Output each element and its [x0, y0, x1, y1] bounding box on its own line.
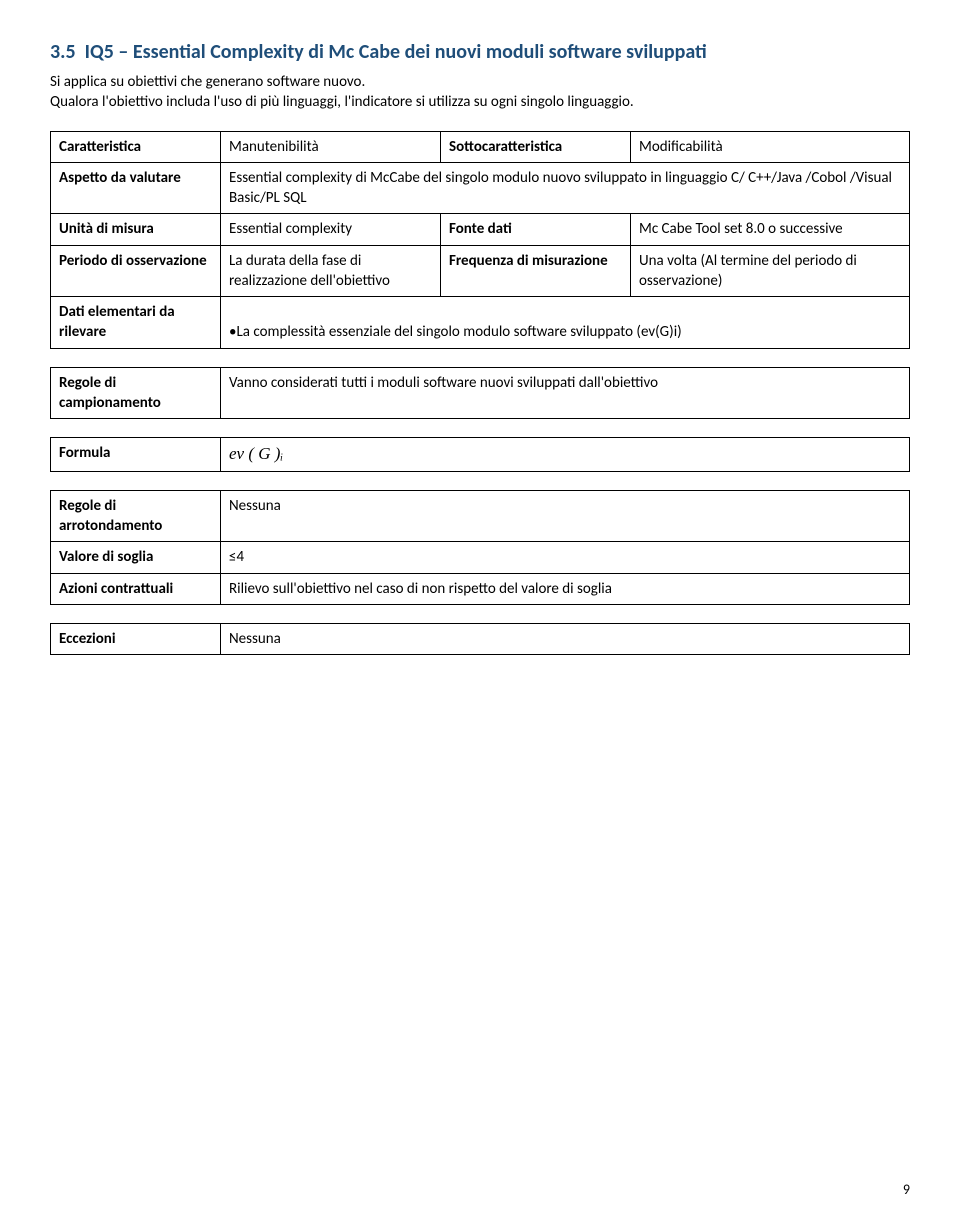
- section-title: IQ5 – Essential Complexity di Mc Cabe de…: [85, 40, 707, 64]
- table-row: Periodo di osservazione La durata della …: [51, 245, 910, 297]
- table-row: Valore di soglia ≤4: [51, 542, 910, 573]
- cell-fonte-val: Mc Cabe Tool set 8.0 o successive: [631, 214, 910, 245]
- table-row: Regole di campionamento Vanno considerat…: [51, 367, 910, 419]
- cell-dati-val: •La complessità essenziale del singolo m…: [221, 297, 910, 349]
- table-row: Regole di arrotondamento Nessuna: [51, 490, 910, 542]
- page-number: 9: [903, 1181, 910, 1198]
- cell-arrotondamento-val: Nessuna: [221, 490, 910, 542]
- table-eccezioni: Eccezioni Nessuna: [50, 623, 910, 655]
- table-formula: Formula ev ( G )ᵢ: [50, 437, 910, 472]
- section-number: 3.5: [50, 40, 76, 64]
- cell-aspetto-label: Aspetto da valutare: [51, 162, 221, 214]
- cell-sottocaratteristica-val: Modificabilità: [631, 131, 910, 162]
- intro-text: Si applica su obiettivi che generano sof…: [50, 72, 910, 113]
- cell-eccezioni-label: Eccezioni: [51, 623, 221, 654]
- cell-unita-label: Unità di misura: [51, 214, 221, 245]
- cell-azioni-label: Azioni contrattuali: [51, 573, 221, 604]
- table-main: Caratteristica Manutenibilità Sottocarat…: [50, 131, 910, 349]
- cell-regole-camp-label: Regole di campionamento: [51, 367, 221, 419]
- cell-valore-soglia-label: Valore di soglia: [51, 542, 221, 573]
- cell-valore-soglia-val: ≤4: [221, 542, 910, 573]
- cell-dati-val-text: •La complessità essenziale del singolo m…: [229, 323, 682, 341]
- cell-periodo-val: La durata della fase di realizzazione de…: [221, 245, 441, 297]
- cell-periodo-label: Periodo di osservazione: [51, 245, 221, 297]
- cell-regole-camp-val: Vanno considerati tutti i moduli softwar…: [221, 367, 910, 419]
- section-heading: 3.5 IQ5 – Essential Complexity di Mc Cab…: [50, 40, 910, 64]
- table-row: Aspetto da valutare Essential complexity…: [51, 162, 910, 214]
- cell-frequenza-label: Frequenza di misurazione: [441, 245, 631, 297]
- cell-unita-val: Essential complexity: [221, 214, 441, 245]
- cell-caratteristica-label: Caratteristica: [51, 131, 221, 162]
- table-row: Dati elementari da rilevare •La compless…: [51, 297, 910, 349]
- table-row: Azioni contrattuali Rilievo sull'obietti…: [51, 573, 910, 604]
- table-row: Eccezioni Nessuna: [51, 623, 910, 654]
- intro-line-2: Qualora l'obiettivo includa l'uso di più…: [50, 92, 910, 112]
- cell-formula-val: ev ( G )ᵢ: [221, 438, 910, 472]
- table-soglia: Regole di arrotondamento Nessuna Valore …: [50, 490, 910, 605]
- cell-sottocaratteristica-label: Sottocaratteristica: [441, 131, 631, 162]
- table-row: Caratteristica Manutenibilità Sottocarat…: [51, 131, 910, 162]
- formula-expression: ev ( G )ᵢ: [229, 444, 283, 463]
- cell-formula-label: Formula: [51, 438, 221, 472]
- intro-line-1: Si applica su obiettivi che generano sof…: [50, 72, 910, 92]
- cell-eccezioni-val: Nessuna: [221, 623, 910, 654]
- cell-aspetto-val: Essential complexity di McCabe del singo…: [221, 162, 910, 214]
- table-regole-campionamento: Regole di campionamento Vanno considerat…: [50, 367, 910, 420]
- table-row: Unità di misura Essential complexity Fon…: [51, 214, 910, 245]
- cell-azioni-val: Rilievo sull'obiettivo nel caso di non r…: [221, 573, 910, 604]
- cell-caratteristica-val: Manutenibilità: [221, 131, 441, 162]
- cell-frequenza-val: Una volta (Al termine del periodo di oss…: [631, 245, 910, 297]
- table-row: Formula ev ( G )ᵢ: [51, 438, 910, 472]
- cell-arrotondamento-label: Regole di arrotondamento: [51, 490, 221, 542]
- cell-dati-label: Dati elementari da rilevare: [51, 297, 221, 349]
- cell-fonte-label: Fonte dati: [441, 214, 631, 245]
